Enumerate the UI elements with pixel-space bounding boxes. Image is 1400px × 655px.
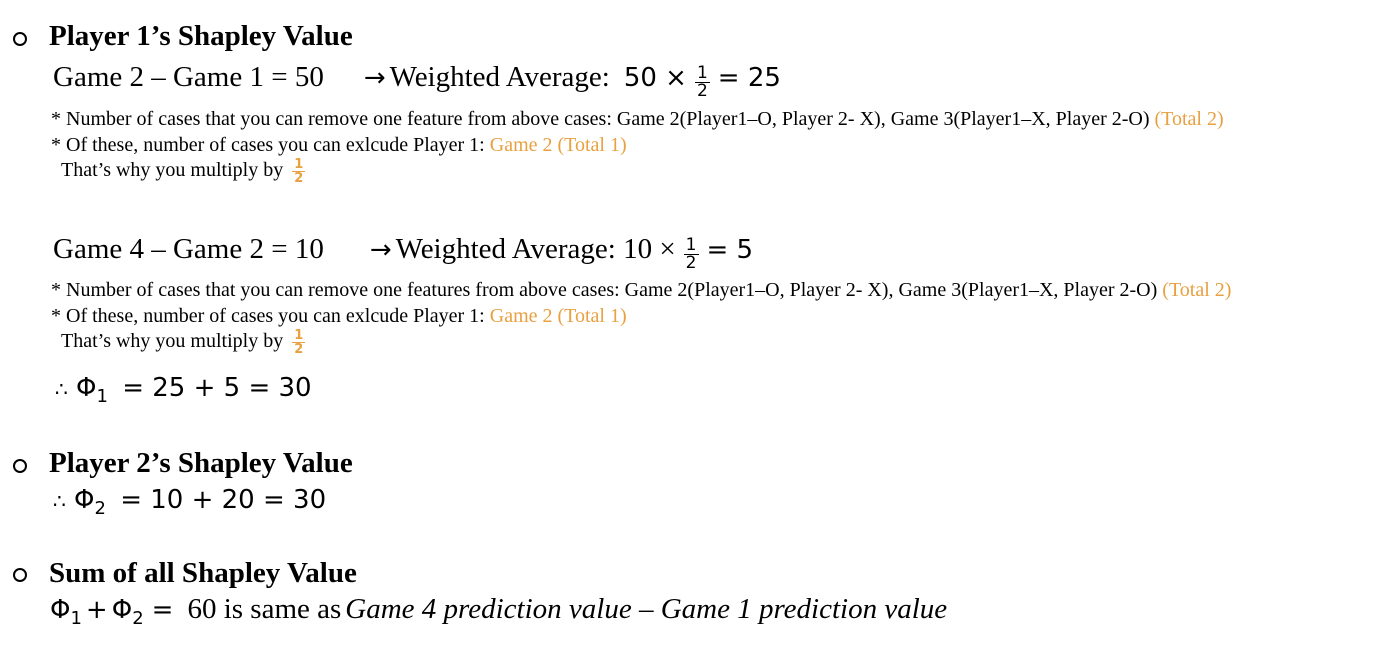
phi2-subscript: 2 (132, 608, 144, 629)
phi1-symbol: Φ (50, 595, 71, 625)
line2-fraction: 1 2 (683, 234, 699, 273)
phi-symbol: Φ (74, 485, 95, 515)
bullet-icon (13, 32, 27, 46)
note2c-text: That’s why you multiply by (61, 330, 284, 353)
fraction-denominator: 2 (696, 80, 708, 101)
therefore-symbol: ∴ (53, 489, 66, 513)
line1-fraction: 1 2 (694, 62, 710, 101)
note2c: That’s why you multiply by 1 2 (61, 329, 309, 356)
arrow-right-icon: → (369, 235, 392, 265)
section1-line1: Game 2 – Game 1 = 50 → Weighted Average:… (53, 60, 781, 100)
therefore-symbol: ∴ (55, 377, 68, 401)
phi-subscript: 1 (96, 386, 108, 407)
phi1-subscript: 1 (70, 608, 82, 629)
note1a-text: * Number of cases that you can remove on… (51, 108, 1150, 130)
note1b-highlight: Game 2 (Total 1) (489, 134, 627, 156)
phi-subscript: 2 (94, 498, 106, 519)
result-rhs: = 25 + 5 = 30 (122, 373, 312, 403)
section1-result: ∴ Φ1 = 25 + 5 = 30 (55, 371, 312, 414)
section1-heading: Player 1’s Shapley Value (49, 20, 353, 52)
fraction-denominator: 2 (685, 252, 697, 273)
note1c: That’s why you multiply by 1 2 (61, 158, 309, 185)
fraction-numerator: 1 (694, 62, 710, 83)
note2b-text: * Of these, number of cases you can exlc… (51, 305, 485, 327)
line1-label: Weighted Average: (389, 61, 610, 93)
note1b-text: * Of these, number of cases you can exlc… (51, 134, 485, 156)
note1b: * Of these, number of cases you can exlc… (51, 133, 627, 157)
fraction-numerator: 1 (292, 328, 306, 343)
line2-expr-b: = 5 (706, 235, 754, 265)
line1-expr-a: 50 × (623, 63, 687, 93)
line1-expr-b: = 25 (717, 63, 781, 93)
equals-sign: = (151, 595, 174, 625)
line1-left: Game 2 – Game 1 = 50 (53, 61, 324, 93)
fraction-denominator: 2 (294, 171, 304, 186)
sum-comparison: Game 4 prediction value – Game 1 predict… (345, 593, 948, 625)
section1-line2: Game 4 – Game 2 = 10 → Weighted Average:… (53, 232, 753, 272)
note1c-fraction: 1 2 (292, 157, 306, 186)
phi-symbol: Φ (76, 373, 97, 403)
note1a: * Number of cases that you can remove on… (51, 107, 1224, 131)
line2-label: Weighted Average: 10 × (395, 233, 676, 265)
plus-sign: + (85, 595, 108, 625)
bullet-icon (13, 459, 27, 473)
bullet-icon (13, 568, 27, 582)
fraction-numerator: 1 (683, 234, 699, 255)
section2-heading: Player 2’s Shapley Value (49, 447, 353, 479)
line2-left: Game 4 – Game 2 = 10 (53, 233, 324, 265)
sum-value: 60 is same as (187, 593, 342, 625)
result-rhs: = 10 + 20 = 30 (120, 485, 327, 515)
arrow-right-icon: → (363, 63, 386, 93)
note2a-text: * Number of cases that you can remove on… (51, 279, 1158, 301)
note2a: * Number of cases that you can remove on… (51, 278, 1231, 302)
note2c-fraction: 1 2 (292, 328, 306, 357)
fraction-denominator: 2 (294, 342, 304, 357)
note2a-highlight: (Total 2) (1162, 279, 1232, 301)
section2-result: ∴ Φ2 = 10 + 20 = 30 (53, 483, 326, 526)
note1a-highlight: (Total 2) (1154, 108, 1224, 130)
section3-equation: Φ1 + Φ2 = 60 is same as Game 4 predictio… (50, 592, 947, 629)
fraction-numerator: 1 (292, 157, 306, 172)
note2b: * Of these, number of cases you can exlc… (51, 304, 627, 328)
phi2-symbol: Φ (111, 595, 133, 625)
note1c-text: That’s why you multiply by (61, 159, 284, 182)
note2b-highlight: Game 2 (Total 1) (489, 305, 627, 327)
section3-heading: Sum of all Shapley Value (49, 557, 357, 589)
